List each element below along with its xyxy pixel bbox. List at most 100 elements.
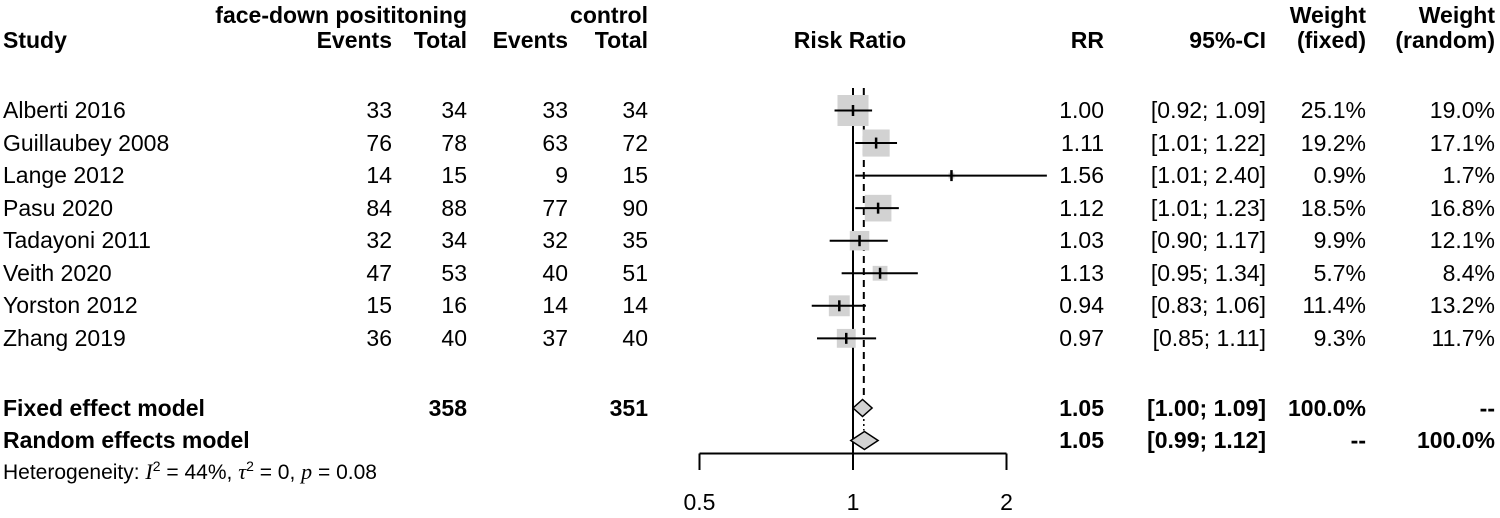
total-control: 14 xyxy=(622,292,648,318)
col-header-rr: RR xyxy=(1070,27,1104,53)
heterogeneity-text: Heterogeneity: I2 = 44%, τ2 = 0, p = 0.0… xyxy=(3,459,377,486)
study-row: Yorston 2012 15 16 14 14 0.94 [0.83; 1.0… xyxy=(0,292,1500,318)
header-line-1: face-down posititoning control Weight We… xyxy=(0,2,1500,28)
fixed-rr-value: 1.05 xyxy=(1059,395,1104,421)
events-facedown: 15 xyxy=(366,292,392,318)
fixed-effect-diamond xyxy=(851,398,874,418)
group-label-control: control xyxy=(570,2,648,28)
total-facedown: 53 xyxy=(441,260,467,286)
study-row: Tadayoni 2011 32 34 32 35 1.03 [0.90; 1.… xyxy=(0,227,1500,253)
random-rr-value: 1.05 xyxy=(1059,427,1104,453)
total-facedown: 34 xyxy=(441,227,467,253)
heterogeneity-prefix: Heterogeneity: xyxy=(3,461,146,484)
rr-value: 1.00 xyxy=(1059,97,1104,123)
events-control: 32 xyxy=(542,227,568,253)
total-facedown: 15 xyxy=(441,162,467,188)
total-facedown: 34 xyxy=(441,97,467,123)
ci-value: [0.95; 1.34] xyxy=(1150,260,1266,286)
study-name: Veith 2020 xyxy=(3,260,112,286)
weight-fixed-value: 9.9% xyxy=(1313,227,1366,253)
events-control: 33 xyxy=(542,97,568,123)
total-control: 15 xyxy=(622,162,648,188)
total-facedown: 16 xyxy=(441,292,467,318)
events-facedown: 33 xyxy=(366,97,392,123)
tau-squared-symbol: τ xyxy=(238,459,247,484)
fixed-weight-fixed: 100.0% xyxy=(1287,395,1366,421)
fixed-total-control: 351 xyxy=(609,395,648,421)
events-control: 9 xyxy=(555,162,568,188)
fixed-weight-random: -- xyxy=(1479,395,1495,421)
col-header-ci: 95%-CI xyxy=(1189,27,1266,53)
events-control: 14 xyxy=(542,292,568,318)
total-control: 40 xyxy=(622,325,648,351)
weight-fixed-value: 11.4% xyxy=(1302,292,1366,318)
weight-random-value: 19.0% xyxy=(1429,97,1495,123)
study-name: Guillaubey 2008 xyxy=(3,130,170,156)
rr-value: 0.97 xyxy=(1059,325,1104,351)
study-name: Zhang 2019 xyxy=(3,325,126,351)
total-control: 51 xyxy=(622,260,648,286)
col-header-weight-fixed-1: Weight xyxy=(1289,2,1366,28)
total-facedown: 40 xyxy=(441,325,467,351)
weight-fixed-value: 9.3% xyxy=(1313,325,1366,351)
fixed-effect-row: Fixed effect model 358 351 1.05 [1.00; 1… xyxy=(0,395,1500,421)
random-weight-random: 100.0% xyxy=(1416,427,1495,453)
x-axis-tick-label: 1 xyxy=(847,489,860,515)
study-name: Alberti 2016 xyxy=(3,97,126,123)
weight-random-value: 8.4% xyxy=(1442,260,1495,286)
ci-value: [1.01; 1.23] xyxy=(1150,195,1266,221)
rr-value: 1.13 xyxy=(1059,260,1104,286)
study-name: Yorston 2012 xyxy=(3,292,138,318)
study-row: Alberti 2016 33 34 33 34 1.00 [0.92; 1.0… xyxy=(0,97,1500,123)
events-facedown: 32 xyxy=(366,227,392,253)
fixed-ci-value: [1.00; 1.09] xyxy=(1147,395,1266,421)
study-name: Lange 2012 xyxy=(3,162,125,188)
weight-fixed-value: 5.7% xyxy=(1313,260,1366,286)
total-facedown: 88 xyxy=(441,195,467,221)
study-name: Pasu 2020 xyxy=(3,195,113,221)
ci-value: [0.90; 1.17] xyxy=(1150,227,1266,253)
study-row: Veith 2020 47 53 40 51 1.13 [0.95; 1.34]… xyxy=(0,260,1500,286)
col-header-total-control: Total xyxy=(594,27,648,53)
weight-random-value: 17.1% xyxy=(1429,130,1495,156)
tau-squared-exponent: 2 xyxy=(246,458,254,474)
total-control: 72 xyxy=(622,130,648,156)
col-header-events-facedown: Events xyxy=(316,27,392,53)
events-control: 77 xyxy=(542,195,568,221)
events-facedown: 47 xyxy=(366,260,392,286)
ci-value: [0.83; 1.06] xyxy=(1150,292,1266,318)
fixed-effect-label: Fixed effect model xyxy=(3,395,205,421)
p-symbol: p xyxy=(301,459,313,484)
events-facedown: 84 xyxy=(366,195,392,221)
random-effects-row: Random effects model 1.05 [0.99; 1.12] -… xyxy=(0,427,1500,453)
random-ci-value: [0.99; 1.12] xyxy=(1147,427,1266,453)
study-row: Pasu 2020 84 88 77 90 1.12 [1.01; 1.23] … xyxy=(0,195,1500,221)
total-control: 34 xyxy=(622,97,648,123)
heterogeneity-tau2-value: = 0, xyxy=(253,461,302,484)
weight-random-value: 12.1% xyxy=(1429,227,1495,253)
x-axis-tick-label: 0.5 xyxy=(684,489,716,515)
heterogeneity-row: Heterogeneity: I2 = 44%, τ2 = 0, p = 0.0… xyxy=(0,459,1500,485)
random-effects-diamond xyxy=(849,430,880,451)
header-line-2: Study Events Total Events Total Risk Rat… xyxy=(0,27,1500,53)
col-header-study: Study xyxy=(3,27,67,53)
ci-value: [0.85; 1.11] xyxy=(1152,325,1266,351)
col-header-weight-random-2: (random) xyxy=(1395,27,1495,53)
events-facedown: 36 xyxy=(366,325,392,351)
total-control: 90 xyxy=(622,195,648,221)
events-facedown: 14 xyxy=(366,162,392,188)
rr-value: 1.12 xyxy=(1059,195,1104,221)
weight-fixed-value: 18.5% xyxy=(1300,195,1366,221)
events-facedown: 76 xyxy=(366,130,392,156)
weight-random-value: 1.7% xyxy=(1442,162,1495,188)
col-header-events-control: Events xyxy=(492,27,568,53)
weight-fixed-value: 25.1% xyxy=(1300,97,1366,123)
rr-value: 1.56 xyxy=(1059,162,1104,188)
total-facedown: 78 xyxy=(441,130,467,156)
ci-value: [1.01; 1.22] xyxy=(1150,130,1266,156)
weight-random-value: 11.7% xyxy=(1431,325,1495,351)
ci-value: [1.01; 2.40] xyxy=(1150,162,1266,188)
fixed-total-facedown: 358 xyxy=(428,395,467,421)
